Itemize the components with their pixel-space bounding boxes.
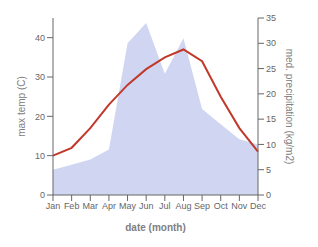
svg-text:25: 25 (266, 64, 276, 74)
svg-text:0: 0 (266, 190, 271, 200)
svg-text:Jul: Jul (159, 201, 171, 211)
svg-text:10: 10 (266, 140, 276, 150)
svg-text:20: 20 (35, 112, 45, 122)
svg-text:Dec: Dec (250, 201, 267, 211)
svg-text:Mar: Mar (83, 201, 99, 211)
svg-text:max temp (C): max temp (C) (16, 76, 27, 137)
svg-text:15: 15 (266, 114, 276, 124)
svg-text:Oct: Oct (214, 201, 229, 211)
svg-text:40: 40 (35, 33, 45, 43)
svg-text:Sep: Sep (194, 201, 210, 211)
svg-text:Jan: Jan (46, 201, 61, 211)
svg-text:Apr: Apr (102, 201, 116, 211)
svg-text:20: 20 (266, 89, 276, 99)
svg-text:30: 30 (266, 38, 276, 48)
svg-text:May: May (119, 201, 137, 211)
svg-text:Feb: Feb (64, 201, 80, 211)
svg-text:med. precipitation (kg/m2): med. precipitation (kg/m2) (284, 49, 295, 165)
svg-text:Aug: Aug (175, 201, 191, 211)
svg-text:Jun: Jun (139, 201, 154, 211)
svg-text:Nov: Nov (231, 201, 248, 211)
svg-text:5: 5 (266, 165, 271, 175)
svg-text:date (month): date (month) (125, 222, 186, 233)
svg-text:30: 30 (35, 72, 45, 82)
svg-text:35: 35 (266, 13, 276, 23)
svg-text:10: 10 (35, 151, 45, 161)
svg-text:0: 0 (40, 190, 45, 200)
